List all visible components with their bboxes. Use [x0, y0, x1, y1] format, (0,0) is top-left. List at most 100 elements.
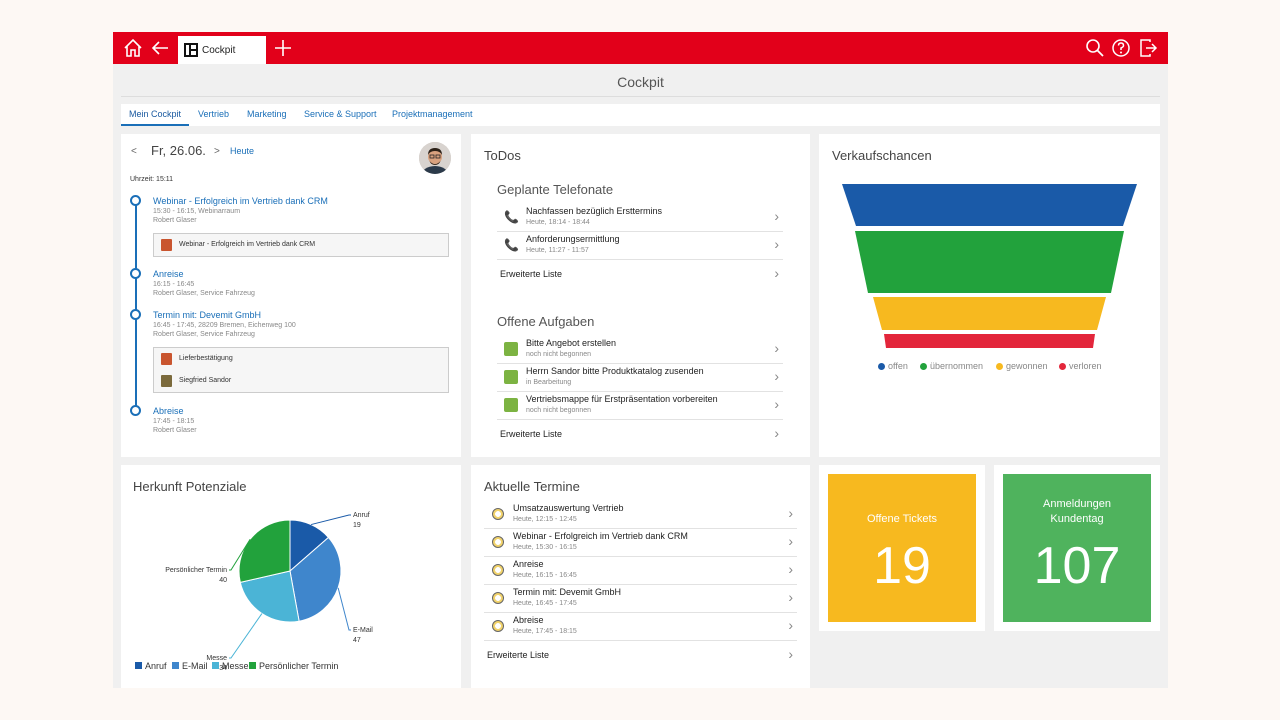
attachment-item[interactable]: Webinar - Erfolgreich im Vertrieb dank C…: [154, 234, 448, 256]
kpi-label: Kundentag: [1050, 513, 1104, 525]
open-tickets-tile[interactable]: Offene Tickets 19: [828, 474, 976, 622]
tab-vertrieb[interactable]: Vertrieb: [198, 109, 230, 119]
attachment-item[interactable]: Siegfried Sandor: [154, 370, 448, 392]
item-sub: Heute, 18:14 - 18:44: [526, 219, 590, 226]
clock-icon: [492, 508, 504, 520]
help-icon[interactable]: [1107, 32, 1135, 64]
list-item[interactable]: Vertriebsmappe für Erstpräsentation vorb…: [497, 392, 783, 420]
item-title: Anreise: [513, 559, 544, 569]
event-title[interactable]: Anreise: [153, 269, 184, 279]
legend-item-gewonnen: gewonnen: [996, 361, 1048, 371]
tab-cockpit-label: Cockpit: [202, 44, 236, 56]
legend-dot: [996, 363, 1003, 371]
prev-day-button[interactable]: <: [131, 146, 137, 157]
list-item[interactable]: Abreise Heute, 17:45 - 18:15 ›: [484, 613, 797, 641]
legend-item-email: E-Mail: [172, 661, 208, 671]
item-title: Webinar - Erfolgreich im Vertrieb dank C…: [513, 531, 688, 541]
tasks-title: Offene Aufgaben: [497, 314, 595, 329]
attachment-item[interactable]: Lieferbestätigung: [154, 348, 448, 370]
tasks-more-link[interactable]: Erweiterte Liste ›: [497, 420, 783, 448]
chevron-right-icon: ›: [774, 368, 779, 384]
event-detail: Robert Glaser: [153, 217, 197, 224]
pie-label-value: 47: [353, 637, 361, 644]
search-icon[interactable]: [1081, 32, 1109, 64]
tab-service-support[interactable]: Service & Support: [304, 109, 377, 119]
lead-source-title: Herkunft Potenziale: [133, 479, 247, 494]
timeline-dot: [130, 268, 141, 279]
pie-label-value: 34: [219, 665, 227, 671]
item-sub: in Bearbeitung: [526, 379, 572, 386]
event-title[interactable]: Termin mit: Devemit GmbH: [153, 310, 262, 320]
attachment-label: Webinar - Erfolgreich im Vertrieb dank C…: [179, 241, 316, 248]
divider: [121, 96, 1160, 97]
legend-item-persoenlicher-termin: Persönlicher Termin: [249, 661, 338, 671]
tab-marketing[interactable]: Marketing: [247, 109, 287, 119]
item-title: Erweiterte Liste: [500, 429, 563, 439]
attachment-label: Lieferbestätigung: [179, 355, 233, 362]
task-icon: [504, 398, 518, 412]
legend-item-uebernommen: übernommen: [920, 361, 983, 371]
funnel-stage-offen[interactable]: [842, 184, 1137, 226]
item-title: Nachfassen bezüglich Ersttermins: [526, 206, 663, 216]
item-title: Erweiterte Liste: [487, 650, 550, 660]
back-arrow-icon[interactable]: [146, 32, 174, 64]
today-link[interactable]: Heute: [230, 146, 255, 156]
item-title: Herrn Sandor bitte Produktkatalog zusend…: [526, 366, 704, 376]
legend-item-offen: offen: [878, 361, 908, 371]
legend-swatch: [135, 662, 142, 669]
chevron-right-icon: ›: [788, 589, 793, 605]
home-icon[interactable]: [119, 32, 147, 64]
tab-mein-cockpit[interactable]: Mein Cockpit: [121, 104, 190, 126]
funnel-stage-uebernommen[interactable]: [855, 231, 1124, 293]
item-title: Vertriebsmappe für Erstpräsentation vorb…: [526, 394, 718, 404]
pie-slice-e-mail[interactable]: [289, 536, 342, 622]
document-icon: [161, 239, 172, 251]
funnel-stage-gewonnen[interactable]: [873, 297, 1106, 330]
logout-icon[interactable]: [1134, 32, 1162, 64]
item-sub: noch nicht begonnen: [526, 407, 591, 414]
appointments-more-link[interactable]: Erweiterte Liste ›: [484, 641, 797, 669]
pie-label-value: 19: [353, 522, 361, 529]
registrations-tile[interactable]: Anmeldungen Kundentag 107: [1003, 474, 1151, 622]
chevron-right-icon: ›: [788, 646, 793, 662]
list-item[interactable]: 📞 Nachfassen bezüglich Ersttermins Heute…: [497, 204, 783, 232]
pie-slice-pers-nlicher-termin[interactable]: [238, 519, 291, 583]
item-title: Umsatzauswertung Vertrieb: [513, 503, 624, 513]
timeline-dot: [130, 405, 141, 416]
current-date: Fr, 26.06.: [151, 143, 206, 158]
add-tab-icon[interactable]: [269, 32, 297, 64]
legend-dot: [1059, 363, 1066, 371]
item-title: Bitte Angebot erstellen: [526, 338, 617, 348]
event-title[interactable]: Webinar - Erfolgreich im Vertrieb dank C…: [153, 196, 328, 206]
calls-more-link[interactable]: Erweiterte Liste ›: [497, 260, 783, 288]
chevron-right-icon: ›: [774, 265, 779, 281]
item-sub: Heute, 17:45 - 18:15: [513, 628, 577, 635]
timeline-line: [135, 200, 137, 413]
tab-projektmanagement[interactable]: Projektmanagement: [392, 109, 473, 119]
pie-leader-line: [229, 613, 263, 659]
tab-cockpit[interactable]: Cockpit: [178, 36, 266, 64]
item-sub: Heute, 11:27 - 11:57: [526, 247, 589, 254]
event-detail: 17:45 - 18:15: [153, 418, 195, 425]
kpi-value: 19: [873, 537, 931, 595]
phone-icon: 📞: [504, 238, 519, 252]
list-item[interactable]: Webinar - Erfolgreich im Vertrieb dank C…: [484, 529, 797, 557]
next-day-button[interactable]: >: [214, 146, 220, 157]
pie-leader-line: [229, 538, 251, 571]
list-item[interactable]: Bitte Angebot erstellen noch nicht begon…: [497, 336, 783, 364]
event-detail: Robert Glaser, Service Fahrzeug: [153, 331, 255, 338]
phone-icon: 📞: [504, 210, 519, 224]
funnel-stage-verloren[interactable]: [884, 334, 1095, 348]
list-item[interactable]: 📞 Anforderungsermittlung Heute, 11:27 - …: [497, 232, 783, 260]
todos-title: ToDos: [484, 148, 521, 163]
task-icon: [504, 342, 518, 356]
event-title[interactable]: Abreise: [153, 406, 184, 416]
event-detail: 16:15 - 16:45: [153, 281, 195, 288]
list-item[interactable]: Anreise Heute, 16:15 - 16:45 ›: [484, 557, 797, 585]
list-item[interactable]: Termin mit: Devemit GmbH Heute, 16:45 - …: [484, 585, 797, 613]
list-item[interactable]: Herrn Sandor bitte Produktkatalog zusend…: [497, 364, 783, 392]
calls-title: Geplante Telefonate: [497, 182, 614, 197]
avatar[interactable]: [419, 142, 451, 174]
pie-slice-messe[interactable]: [239, 570, 300, 623]
list-item[interactable]: Umsatzauswertung Vertrieb Heute, 12:15 -…: [484, 501, 797, 529]
